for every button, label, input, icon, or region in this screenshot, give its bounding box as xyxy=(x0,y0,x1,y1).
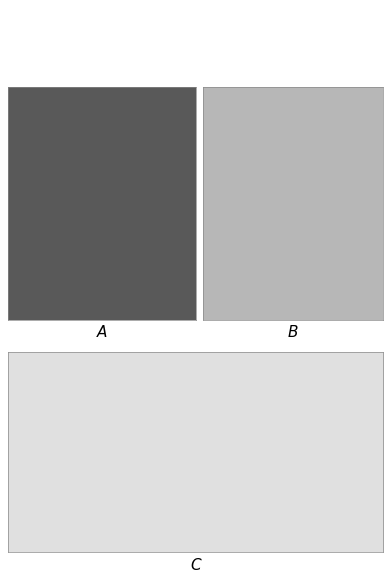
Text: C: C xyxy=(190,558,201,573)
Text: A: A xyxy=(97,325,107,340)
Text: B: B xyxy=(288,325,298,340)
